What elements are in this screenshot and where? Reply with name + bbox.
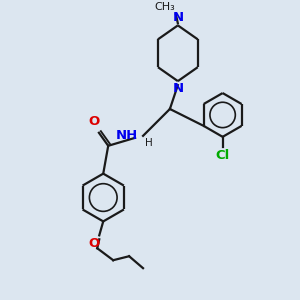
Text: Cl: Cl	[215, 149, 230, 162]
Text: NH: NH	[116, 129, 138, 142]
Text: N: N	[172, 11, 183, 24]
Text: O: O	[89, 115, 100, 128]
Text: N: N	[172, 82, 183, 95]
Text: H: H	[145, 138, 153, 148]
Text: CH₃: CH₃	[154, 2, 175, 13]
Text: O: O	[89, 237, 100, 250]
